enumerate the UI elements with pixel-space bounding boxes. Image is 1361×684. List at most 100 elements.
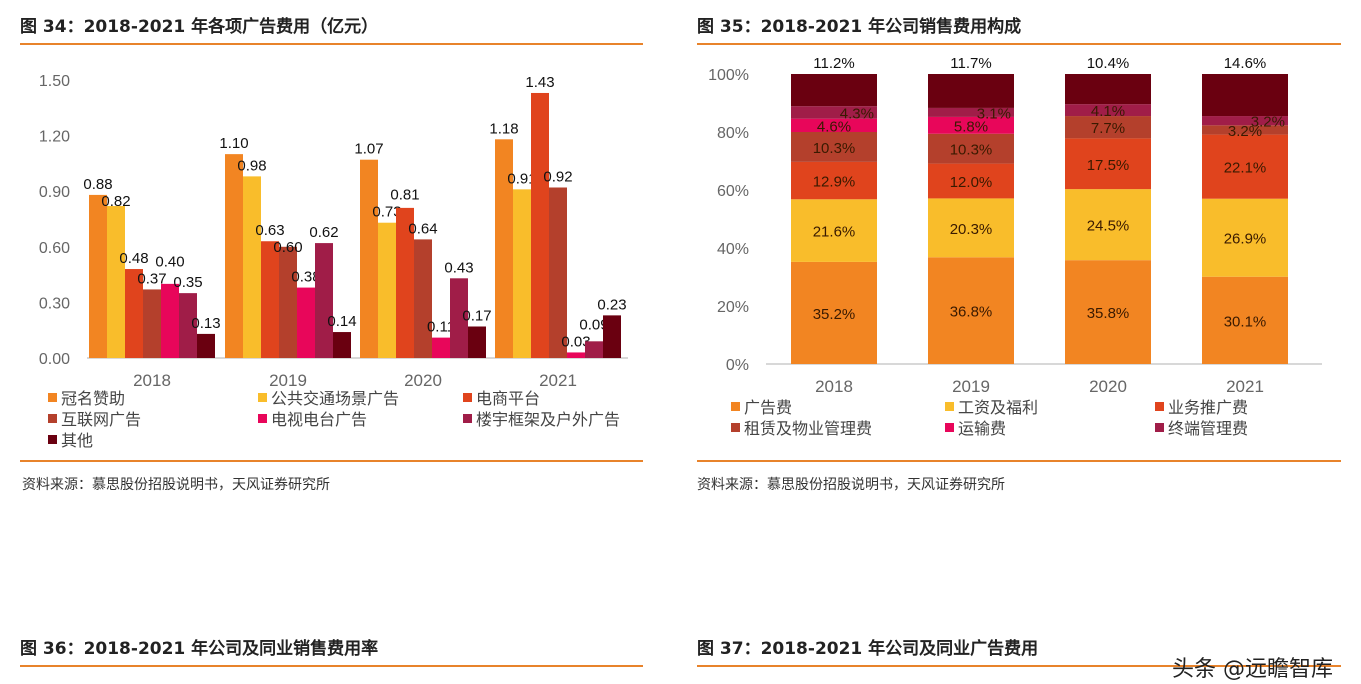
data-label: 11.2% [813, 55, 854, 72]
data-label: 0.38 [291, 269, 320, 286]
stacked-bar-segment [1202, 276, 1288, 364]
bar [107, 206, 125, 358]
x-tick-label: 2018 [815, 377, 853, 396]
bar [125, 269, 143, 358]
stacked-bar-segment [791, 161, 877, 200]
sales-expense-stacked-chart: 0% 20% 40% 60% 80% 100% 2018 35.2% 21.6% 12.9% 10.… [708, 55, 1322, 438]
bar [225, 154, 243, 358]
data-label: 3.1% [977, 105, 1011, 122]
y-tick-label: 0.00 [39, 351, 70, 368]
legend-label: 电视电台广告 [271, 411, 367, 429]
data-label: 0.91 [507, 170, 536, 187]
stacked-bar-segment [791, 199, 877, 262]
y-tick-label: 0% [726, 357, 749, 374]
data-label: 0.81 [390, 187, 419, 204]
data-label: 0.60 [273, 239, 302, 256]
y-tick-label: 100% [708, 67, 749, 84]
stacked-bar-segment [928, 163, 1014, 199]
data-label: 0.73 [372, 204, 401, 221]
figure-34-title: 图 34：2018-2021 年各项广告费用（亿元） [20, 17, 379, 37]
figure-36-title: 图 36：2018-2021 年公司及同业销售费用率 [20, 639, 379, 659]
data-label: 7.7% [1091, 120, 1125, 137]
data-label: 1.43 [525, 74, 554, 91]
stacked-bar-segment [1065, 189, 1151, 261]
legend-swatch [48, 435, 57, 444]
bar [378, 222, 396, 358]
data-label: 10.3% [813, 140, 856, 157]
bar [531, 92, 549, 359]
bar [360, 159, 378, 358]
legend-swatch [48, 393, 57, 402]
data-label: 4.1% [1091, 103, 1125, 120]
data-label: 0.62 [309, 224, 338, 241]
legend-label: 终端管理费 [1168, 420, 1248, 438]
data-label: 21.6% [813, 224, 856, 241]
data-label: 0.09 [579, 316, 608, 333]
legend-swatch [463, 414, 472, 423]
legend-swatch [945, 423, 954, 432]
bar [450, 278, 468, 358]
bar [396, 207, 414, 358]
data-label: 0.43 [444, 259, 473, 276]
data-label: 5.8% [954, 118, 988, 135]
bar [567, 352, 585, 358]
bar [603, 315, 621, 358]
data-label: 0.35 [173, 274, 202, 291]
bar [549, 187, 567, 358]
data-label: 0.17 [462, 307, 491, 324]
legend-label: 互联网广告 [61, 411, 141, 429]
data-label: 26.9% [1224, 231, 1267, 248]
data-label: 12.9% [813, 174, 856, 191]
legend-label: 公共交通场景广告 [271, 390, 399, 408]
legend-label: 运输费 [958, 420, 1006, 438]
data-label: 0.88 [83, 176, 112, 193]
stacked-bar-segment [1065, 116, 1151, 139]
y-tick-label: 0.30 [39, 295, 70, 312]
figure-34-source: 资料来源：慕思股份招股说明书，天风证券研究所 [22, 477, 330, 493]
stacked-bar-segment [928, 133, 1014, 164]
bar [179, 293, 197, 358]
bar [197, 333, 215, 358]
data-label: 0.64 [408, 220, 437, 237]
y-tick-label: 60% [717, 183, 749, 200]
data-label: 0.98 [237, 157, 266, 174]
x-tick-label: 2021 [539, 371, 577, 390]
bar [585, 341, 603, 358]
data-label: 0.92 [543, 168, 572, 185]
y-tick-label: 20% [717, 299, 749, 316]
data-label: 11.7% [950, 55, 991, 72]
bar [261, 241, 279, 358]
data-label: 0.63 [255, 222, 284, 239]
figure-35-title: 图 35：2018-2021 年公司销售费用构成 [697, 17, 1022, 37]
data-label: 1.18 [489, 120, 518, 137]
bar [315, 243, 333, 358]
data-label: 3.2% [1251, 114, 1285, 131]
legend-swatch [258, 393, 267, 402]
data-label: 12.0% [950, 174, 993, 191]
stacked-bar-segment [791, 261, 877, 364]
stacked-bar-segment [1202, 198, 1288, 277]
bar [297, 287, 315, 358]
bar [143, 289, 161, 358]
stacked-bar-segment [928, 198, 1014, 258]
y-tick-label: 40% [717, 241, 749, 258]
legend-swatch [731, 402, 740, 411]
data-label: 35.8% [1087, 305, 1130, 322]
stacked-bar-segment [1065, 104, 1151, 117]
legend-label: 租赁及物业管理费 [744, 420, 872, 438]
stacked-bar-segment [791, 118, 877, 132]
x-tick-label: 2021 [1226, 377, 1264, 396]
stacked-bar-segment [1202, 74, 1288, 117]
watermark: 头条 @远瞻智库 [1172, 657, 1333, 682]
y-tick-label: 0.60 [39, 240, 70, 257]
bar [468, 326, 486, 358]
bar [89, 194, 107, 358]
divider [20, 665, 643, 667]
stacked-bar-segment [1065, 260, 1151, 364]
legend-label: 其他 [61, 432, 93, 450]
bar [414, 239, 432, 358]
legend-label: 业务推广费 [1168, 399, 1248, 417]
stacked-bar-segment [1202, 125, 1288, 135]
x-tick-label: 2019 [952, 377, 990, 396]
bar [279, 246, 297, 358]
